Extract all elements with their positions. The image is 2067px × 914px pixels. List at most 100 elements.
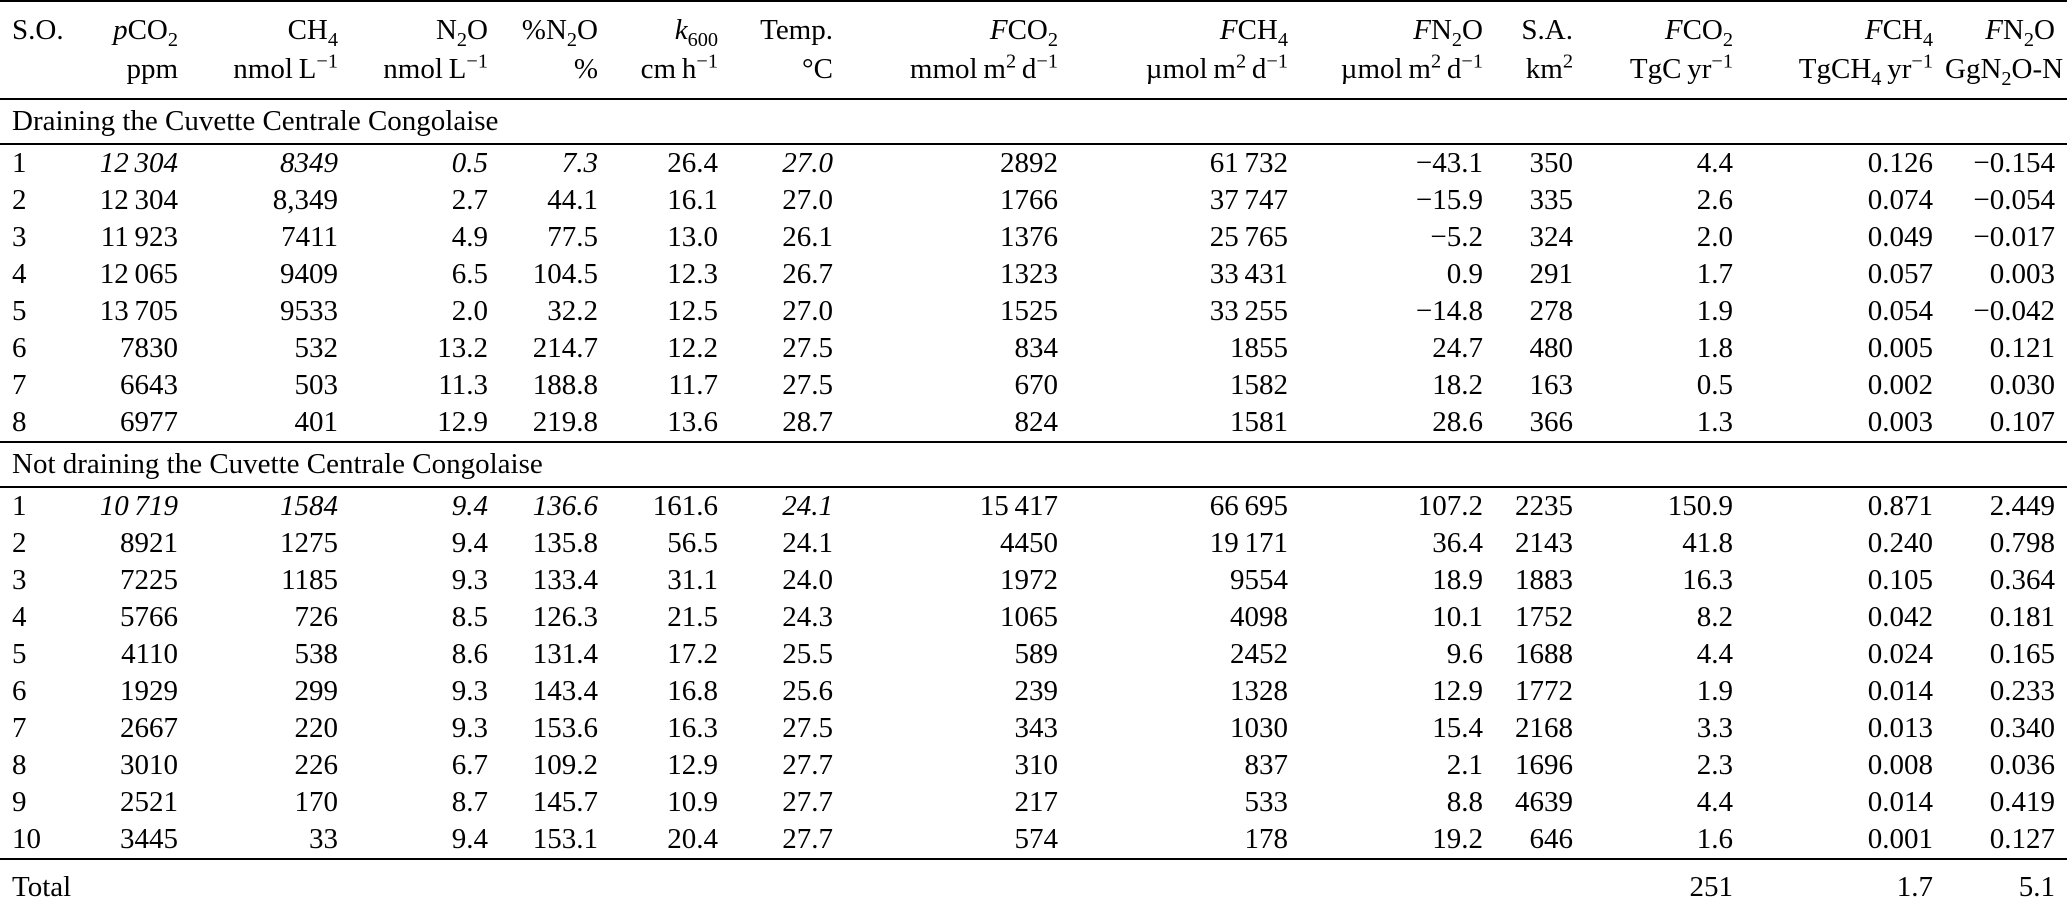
table-row: 9 2521 170 8.7 145.7 10.9 27.7 217 533 8.8 4639 4.4… (0, 784, 2067, 821)
table-row: 6 7830 532 13.2 214.7 12.2 27.5 834 1855 24.7 480 1… (0, 330, 2067, 367)
table-cell: 2.0 (451, 295, 488, 327)
table-cell: 25.6 (782, 675, 833, 707)
table-cell: 17.2 (667, 638, 718, 670)
table-cell: 1.9 (1696, 295, 1733, 327)
column-name: FCH4 (1219, 14, 1288, 51)
header-row: S.O. pCO2 ppm CH4 nmol L−1 N2O nmol L−1 %N2O% k… (0, 1, 2067, 99)
table-cell: 0.364 (1989, 564, 2055, 596)
table-cell: 27.5 (782, 369, 833, 401)
table-cell: 9.3 (451, 712, 488, 744)
table-cell: 37 747 (1209, 184, 1288, 216)
table-cell: 109.2 (532, 749, 598, 781)
table-cell: 0.871 (1867, 490, 1933, 522)
table-row: 3 7225 1185 9.3 133.4 31.1 24.0 1972 9554 18.9 188… (0, 562, 2067, 599)
section-title-row: Not draining the Cuvette Centrale Congol… (0, 441, 2067, 488)
total-value: 251 (1585, 858, 1745, 914)
table-cell: 21.5 (667, 601, 718, 633)
table-cell: 8.8 (1446, 786, 1483, 818)
column-header: S.O. (0, 1, 70, 99)
table-cell: 2.449 (1989, 490, 2055, 522)
column-units: cm h−1 (640, 50, 718, 85)
table-cell: 56.5 (667, 527, 718, 559)
table-cell: 8 (12, 406, 27, 438)
table-cell: 10.9 (667, 786, 718, 818)
column-header: FN2O µmol m2 d−1 (1300, 1, 1495, 99)
table-cell: 66 695 (1209, 490, 1288, 522)
table-cell: 5 (12, 638, 27, 670)
table-row: 1 12 304 8349 0.5 7.3 26.4 27.0 2892 61 732 −43.1… (0, 144, 2067, 182)
section-title-row: Draining the Cuvette Centrale Congolaise (0, 98, 2067, 145)
table-cell: 8921 (120, 527, 178, 559)
table-cell: 6977 (120, 406, 178, 438)
column-name: CH4 (287, 14, 338, 51)
table-cell: 0.002 (1867, 369, 1933, 401)
table-cell: 0.5 (1696, 369, 1733, 401)
table-cell: 11.3 (438, 369, 488, 401)
table-cell: 226 (294, 749, 339, 781)
table-cell: 834 (1014, 332, 1059, 364)
table-cell: 24.1 (782, 490, 833, 522)
table-cell: 366 (1529, 406, 1574, 438)
table-cell: 1772 (1515, 675, 1573, 707)
table-cell: 12.3 (667, 258, 718, 290)
table-cell: −14.8 (1415, 295, 1483, 327)
table-cell: 533 (1244, 786, 1289, 818)
table-cell: 3 (12, 564, 27, 596)
table-cell: 107.2 (1417, 490, 1483, 522)
table-cell: 0.121 (1989, 332, 2055, 364)
column-header: CH4 nmol L−1 (190, 1, 350, 99)
table-cell: 2143 (1515, 527, 1573, 559)
table-cell: 3445 (120, 823, 178, 855)
table-cell: 9533 (280, 295, 338, 327)
table-cell: 12 065 (99, 258, 178, 290)
table-cell: 27.7 (782, 786, 833, 818)
table-cell: 1185 (281, 564, 338, 596)
column-header: FCO2 mmol m2 d−1 (845, 1, 1070, 99)
table-cell: 19 171 (1209, 527, 1288, 559)
table-cell: 670 (1014, 369, 1059, 401)
table-cell: 24.1 (782, 527, 833, 559)
table-cell: 28.6 (1432, 406, 1483, 438)
table-cell: 8.6 (451, 638, 488, 670)
table-cell: 7 (12, 712, 27, 744)
table-cell: 16.3 (667, 712, 718, 744)
table-cell: 12.9 (437, 406, 488, 438)
column-name: pCO2 (113, 14, 178, 51)
table-cell: 350 (1529, 147, 1574, 179)
table-cell: 0.340 (1989, 712, 2055, 744)
table-cell: 12 304 (99, 184, 178, 216)
column-header: Temp. °C (730, 1, 845, 99)
column-units: nmol L−1 (383, 50, 488, 85)
table-cell: 133.4 (532, 564, 598, 596)
table-cell: 25 765 (1209, 221, 1288, 253)
table-cell: 219.8 (532, 406, 598, 438)
table-cell: 33 (309, 823, 338, 855)
table-cell: 9.4 (451, 527, 488, 559)
table-cell: 10 (12, 823, 41, 855)
table-cell: 310 (1014, 749, 1059, 781)
table-cell: 26.7 (782, 258, 833, 290)
table-cell: 299 (294, 675, 339, 707)
table-cell: 2892 (1000, 147, 1058, 179)
table-cell: 24.7 (1432, 332, 1483, 364)
column-name: FN2O (1413, 14, 1483, 51)
table-cell: 726 (294, 601, 339, 633)
table-cell: 2.7 (451, 184, 488, 216)
table-cell: 9.3 (451, 675, 488, 707)
table-cell: 239 (1014, 675, 1059, 707)
table-cell: 4 (12, 601, 27, 633)
column-units: µmol m2 d−1 (1145, 50, 1288, 85)
table-cell: 1 (12, 147, 27, 179)
table-cell: 0.049 (1867, 221, 1933, 253)
total-value: 5.1 (1945, 858, 2067, 914)
table-cell: 143.4 (532, 675, 598, 707)
column-units: °C (802, 53, 833, 85)
table-cell: 33 431 (1209, 258, 1288, 290)
table-cell: 19.2 (1432, 823, 1483, 855)
table-cell: 13.0 (667, 221, 718, 253)
table-cell: 8 (12, 749, 27, 781)
table-cell: 401 (294, 406, 339, 438)
table-cell: 0.240 (1867, 527, 1933, 559)
